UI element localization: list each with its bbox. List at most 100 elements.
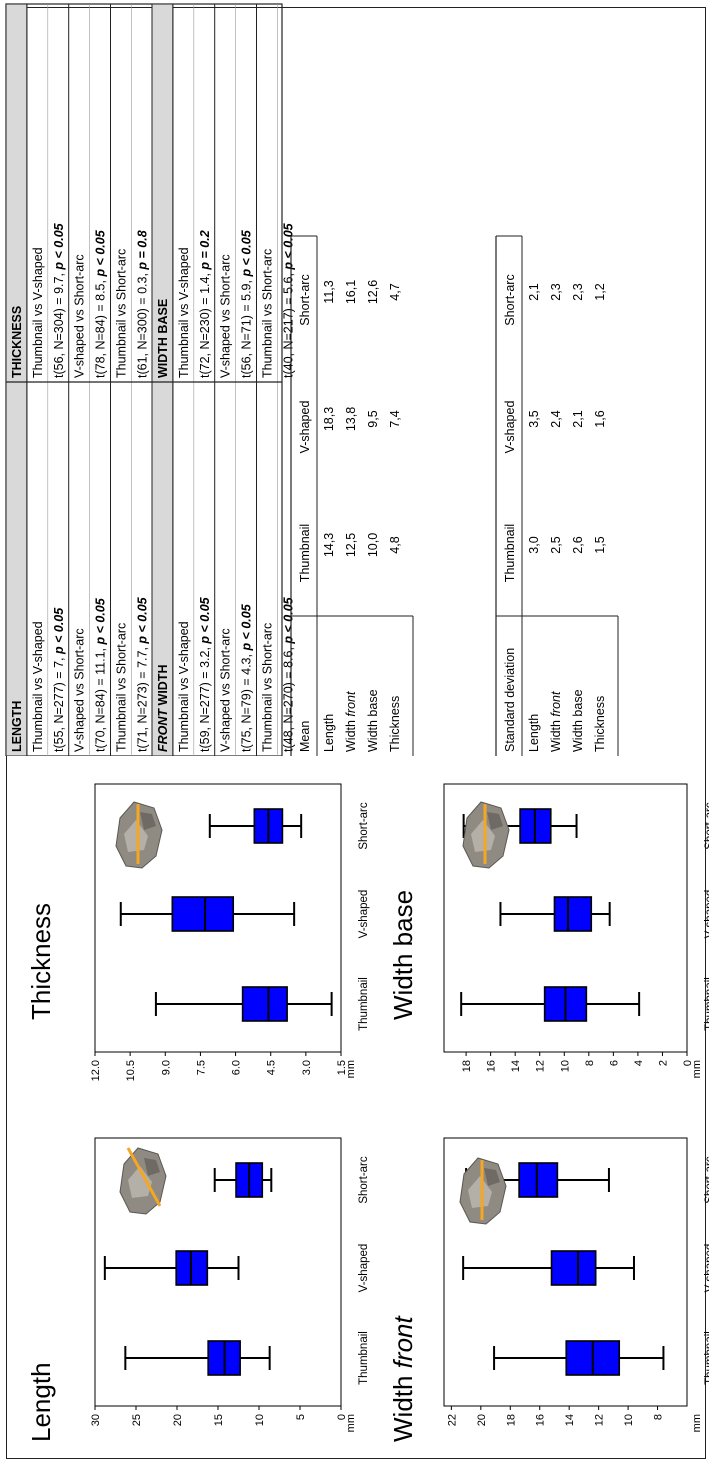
comparison-label: Thumbnail vs V-shaped [177,621,191,752]
cell-value: 2,4 [549,410,563,427]
artefact-photo [459,1157,507,1225]
x-category-label: Short-arc [704,802,709,850]
cell-value: 1,6 [593,410,607,427]
row-label: Thickness [593,696,607,752]
row-label: Width base [571,689,585,752]
iqr-box [550,1250,597,1286]
y-tick-label: 6 [608,1060,620,1066]
y-tick-label: 22 [446,1414,458,1426]
test-statistic: t(70, N=84) = 11.1, p < 0.05 [94,597,108,752]
cell-value: 13,8 [344,407,358,431]
test-statistic: t(61, N=300) = 0.3, p = 0.8 [135,230,149,378]
comparison-label: Thumbnail vs Short-arc [261,249,275,378]
box-thumbnail [124,1340,271,1376]
comparison-label: V-shaped vs Short-arc [73,628,87,752]
x-category-label: Short-arc [358,802,370,850]
block-header: THICKNESS [10,306,24,378]
iqr-box [518,1162,559,1198]
box-thumbnail [493,1340,665,1376]
stone-facet [471,820,495,852]
y-tick-label: 14 [510,1060,522,1072]
column-header: Short-arc [298,274,312,325]
y-tick-label: 12 [535,1060,547,1072]
ttest-block-front-width: FRONT WIDTH Thumbnail vs V-shaped t(59, N=… [151,381,295,756]
column-header: V-shaped [503,401,517,454]
cell-value: 1,5 [593,536,607,553]
cell-value: 7,4 [388,410,402,427]
y-tick-label: 0 [682,1060,694,1066]
comparison-label: Thumbnail vs V-shaped [31,247,45,378]
cell-value: 11,3 [322,280,336,303]
comparison-label: Thumbnail vs V-shaped [177,247,191,378]
y-tick-label: 6.0 [231,1060,243,1075]
y-tick-label: 18 [505,1414,517,1426]
test-statistic: t(75, N=79) = 4.3, p < 0.05 [240,603,254,752]
chart-length: Length 0 5 10 15 20 25 30 mm Thumbnail V-shaped Sho… [26,1137,370,1442]
box-thumbnail [460,986,641,1022]
x-category-label: V-shaped [358,1244,370,1293]
stone-facet [144,1158,160,1176]
iqr-box [171,896,235,932]
block-header: FRONT WIDTH [156,665,170,753]
sd-table: Standard deviation Thumbnail V-shaped Short… [495,235,619,756]
x-category-label: V-shaped [358,890,370,939]
y-tick-label: 10.5 [125,1060,137,1081]
box-short-arc [208,808,303,844]
comparison-label: Thumbnail vs Short-arc [115,249,129,378]
y-tick-label: 20 [172,1414,184,1426]
box-v-shaped [103,1250,240,1286]
y-tick-label: 16 [486,1060,498,1072]
cell-value: 2,1 [527,283,541,300]
ttest-block-thickness: THICKNESS Thumbnail vs V-shaped t(56, N=30… [5,3,149,383]
comparison-label: Thumbnail vs Short-arc [115,623,129,752]
y-tick-label: 16 [535,1414,547,1426]
y-tick-label: 25 [131,1414,143,1426]
x-category-label: V-shaped [704,890,709,939]
plot-frame [443,783,688,1053]
y-tick-label: 3.0 [301,1060,313,1075]
cell-value: 4,8 [388,536,402,553]
comparison-label: V-shaped vs Short-arc [219,254,233,378]
test-statistic: t(59, N=277) = 3.2, p < 0.05 [198,596,212,752]
y-tick-label: 20 [476,1414,488,1426]
test-statistic: t(78, N=84) = 8.5, p < 0.05 [94,229,108,378]
y-tick-label: 1.5 [336,1060,348,1075]
cell-value: 12,6 [366,280,380,304]
plot-frame [443,1137,688,1407]
comparison-label: V-shaped vs Short-arc [219,628,233,752]
x-category-label: V-shaped [704,1244,709,1293]
stone-facet [128,1166,152,1198]
y-tick-label: 10 [623,1414,635,1426]
statistics-tables: LENGTH Thumbnail vs V-shaped t(55, N=277) … [5,3,619,756]
chart-width-base: Width base 0 2 4 6 8 10 12 14 16 18 mm Thumbnail V-sh… [388,783,709,1078]
chart-thickness: Thickness 1.5 3.0 4.5 6.0 7.5 9.0 10.5 12.0 mm Thu… [26,783,370,1081]
y-tick-label: 7.5 [195,1060,207,1075]
y-tick-label: 18 [461,1060,473,1072]
y-tick-label: 0 [336,1414,348,1420]
y-tick-label: 2 [657,1060,669,1066]
ttest-block-length: LENGTH Thumbnail vs V-shaped t(55, N=277) … [5,381,149,756]
ttest-table: LENGTH Thumbnail vs V-shaped t(55, N=277) … [5,3,295,756]
plot-frame [94,783,342,1053]
table-header-label: Mean [298,721,312,752]
comparison-label: V-shaped vs Short-arc [73,254,87,378]
cell-value: 2,1 [571,410,585,427]
comparison-label: Thumbnail vs Short-arc [261,623,275,752]
stone-facet [487,812,503,830]
box-v-shaped [462,1250,635,1286]
cell-value: 1,2 [593,283,607,300]
box-short-arc [213,1162,273,1198]
artefact-photo [462,801,510,869]
stone-facet [468,1176,492,1208]
y-unit: mm [691,1414,703,1432]
cell-value: 18,3 [322,407,336,431]
cell-value: 2,3 [549,283,563,300]
test-statistic: t(40, N=217) = 5.6, p < 0.05 [281,222,295,378]
y-tick-label: 4.5 [266,1060,278,1075]
test-statistic: t(56, N=304) = 9.7, p < 0.05 [52,222,66,378]
stone-facet [124,820,148,852]
iqr-box [241,986,288,1022]
chart-width-front: Width front 8 10 12 14 16 18 20 22 mm Thumbnail V-s… [388,1137,709,1442]
y-tick-label: 12.0 [90,1060,102,1081]
